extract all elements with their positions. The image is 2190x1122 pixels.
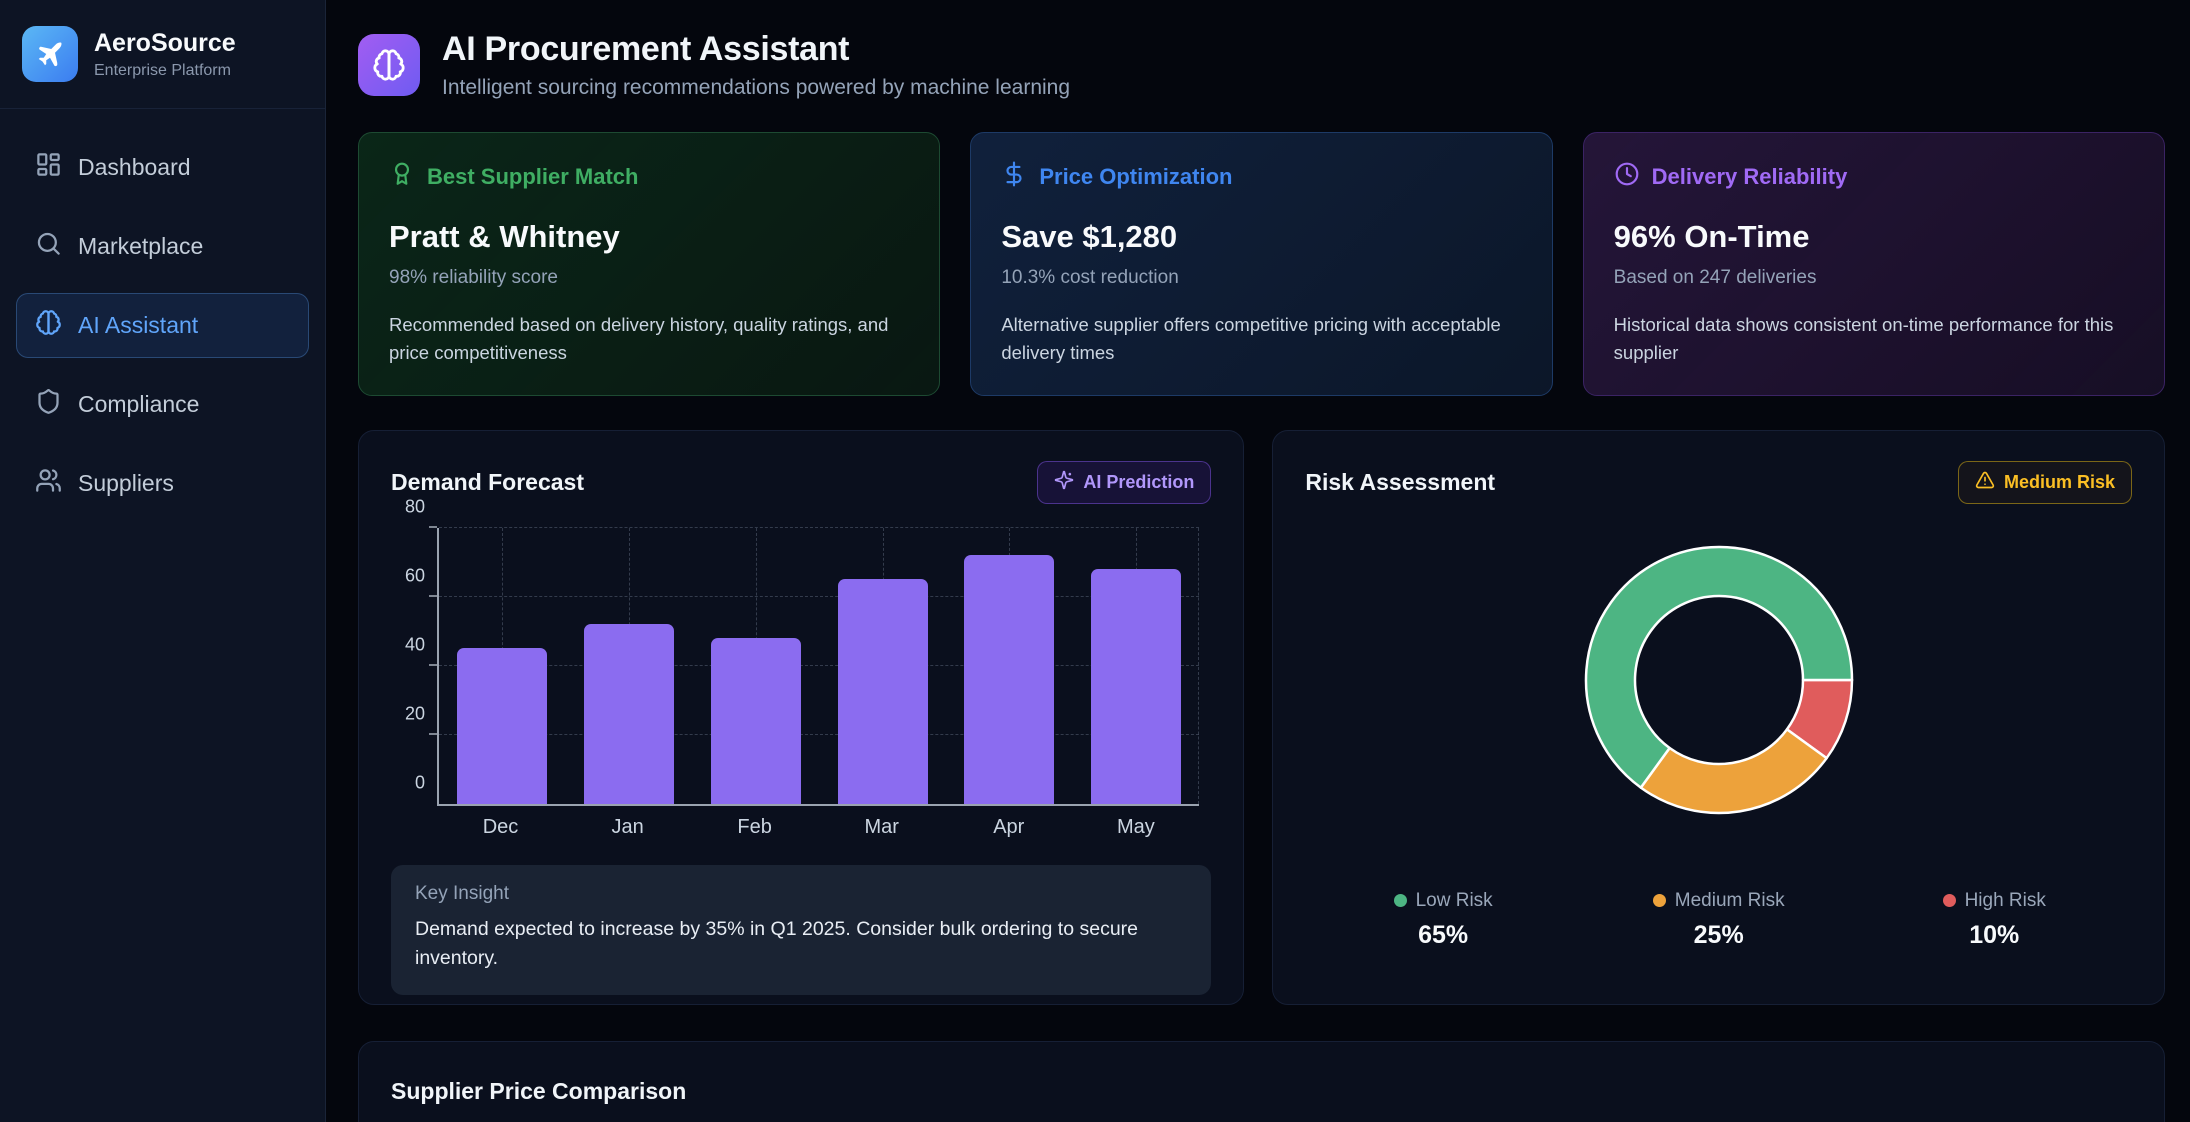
bar-mar: [838, 579, 928, 803]
supplier-price-comparison-panel: Supplier Price Comparison: [358, 1041, 2165, 1122]
brand-tagline: Enterprise Platform: [94, 62, 236, 80]
legend-value: 65%: [1305, 921, 1581, 950]
legend-label: High Risk: [1965, 890, 2046, 912]
demand-forecast-panel: Demand Forecast AI Prediction 0 20 40 60: [358, 430, 1244, 1005]
key-insight-box: Key Insight Demand expected to increase …: [391, 865, 1211, 996]
users-icon: [35, 467, 62, 500]
badge-label: AI Prediction: [1083, 472, 1194, 493]
insight-cards-row: Best Supplier Match Pratt & Whitney 98% …: [358, 132, 2165, 396]
legend-value: 25%: [1581, 921, 1857, 950]
sidebar-nav: Dashboard Marketplace AI Assistant Compl…: [0, 109, 325, 556]
legend-item-low-risk: Low Risk 65%: [1305, 890, 1581, 950]
best-supplier-match-card: Best Supplier Match Pratt & Whitney 98% …: [358, 132, 940, 396]
warning-triangle-icon: [1975, 470, 1995, 495]
card-value: Save $1,280: [1001, 219, 1521, 255]
card-description: Alternative supplier offers competitive …: [1001, 311, 1521, 367]
risk-assessment-title: Risk Assessment: [1305, 469, 1495, 496]
risk-donut-chart: [1579, 540, 1859, 820]
x-tick: May: [1072, 816, 1199, 839]
dollar-icon: [1001, 161, 1027, 193]
legend-value: 10%: [1856, 921, 2132, 950]
medium-risk-badge: Medium Risk: [1958, 461, 2132, 504]
x-tick: Mar: [818, 816, 945, 839]
low-risk-dot-icon: [1394, 894, 1407, 907]
x-tick: Jan: [564, 816, 691, 839]
bar-dec: [457, 648, 547, 803]
sidebar-item-dashboard[interactable]: Dashboard: [16, 135, 309, 200]
dashboard-grid-icon: [35, 151, 62, 184]
x-tick: Feb: [691, 816, 818, 839]
charts-row: Demand Forecast AI Prediction 0 20 40 60: [358, 430, 2165, 1005]
card-label: Delivery Reliability: [1652, 164, 1848, 190]
sidebar-item-marketplace[interactable]: Marketplace: [16, 214, 309, 279]
card-label: Price Optimization: [1039, 164, 1232, 190]
card-sub: 98% reliability score: [389, 267, 909, 289]
high-risk-dot-icon: [1943, 894, 1956, 907]
sidebar-item-label: Suppliers: [78, 470, 174, 497]
risk-assessment-panel: Risk Assessment Medium Risk Low Risk 65%: [1272, 430, 2165, 1005]
sidebar-item-label: AI Assistant: [78, 312, 198, 339]
card-description: Historical data shows consistent on-time…: [1614, 311, 2134, 367]
key-insight-text: Demand expected to increase by 35% in Q1…: [415, 915, 1187, 974]
page-subtitle: Intelligent sourcing recommendations pow…: [442, 76, 1070, 100]
brain-icon: [35, 309, 62, 342]
card-sub: 10.3% cost reduction: [1001, 267, 1521, 289]
clock-icon: [1614, 161, 1640, 193]
price-optimization-card: Price Optimization Save $1,280 10.3% cos…: [970, 132, 1552, 396]
medium-risk-dot-icon: [1653, 894, 1666, 907]
sidebar-item-label: Dashboard: [78, 154, 191, 181]
bar-jan: [584, 624, 674, 803]
bar-may: [1091, 569, 1181, 804]
award-icon: [389, 161, 415, 193]
sidebar-item-label: Marketplace: [78, 233, 203, 260]
brain-icon: [358, 34, 420, 96]
legend-label: Low Risk: [1416, 890, 1493, 912]
page-title: AI Procurement Assistant: [442, 30, 1070, 69]
brand-name: AeroSource: [94, 29, 236, 58]
risk-legend: Low Risk 65% Medium Risk 25% High Risk 1…: [1305, 890, 2132, 950]
main-content: AI Procurement Assistant Intelligent sou…: [326, 0, 2190, 1122]
sidebar-item-compliance[interactable]: Compliance: [16, 372, 309, 437]
bar-apr: [964, 555, 1054, 803]
sidebar-item-ai-assistant[interactable]: AI Assistant: [16, 293, 309, 358]
card-value: Pratt & Whitney: [389, 219, 909, 255]
x-tick: Dec: [437, 816, 564, 839]
sidebar-item-label: Compliance: [78, 391, 199, 418]
ai-prediction-badge: AI Prediction: [1037, 461, 1211, 504]
legend-label: Medium Risk: [1675, 890, 1785, 912]
card-label: Best Supplier Match: [427, 164, 638, 190]
x-tick: Apr: [945, 816, 1072, 839]
donut-segment-medium-risk: [1641, 729, 1827, 813]
search-icon: [35, 230, 62, 263]
y-tick: 80: [405, 496, 425, 517]
demand-forecast-title: Demand Forecast: [391, 469, 584, 496]
y-tick: 0: [415, 772, 425, 793]
page-header: AI Procurement Assistant Intelligent sou…: [358, 30, 2165, 100]
y-tick: 40: [405, 634, 425, 655]
legend-item-medium-risk: Medium Risk 25%: [1581, 890, 1857, 950]
sparkles-icon: [1054, 470, 1074, 495]
supplier-price-comparison-title: Supplier Price Comparison: [391, 1078, 2132, 1105]
airplane-icon: [22, 26, 78, 82]
badge-label: Medium Risk: [2004, 472, 2115, 493]
y-tick: 60: [405, 565, 425, 586]
app-root: AeroSource Enterprise Platform Dashboard…: [0, 0, 2190, 1122]
delivery-reliability-card: Delivery Reliability 96% On-Time Based o…: [1583, 132, 2165, 396]
brand: AeroSource Enterprise Platform: [0, 0, 325, 109]
card-description: Recommended based on delivery history, q…: [389, 311, 909, 367]
card-value: 96% On-Time: [1614, 219, 2134, 255]
shield-icon: [35, 388, 62, 421]
legend-item-high-risk: High Risk 10%: [1856, 890, 2132, 950]
key-insight-label: Key Insight: [415, 883, 1187, 905]
bar-feb: [711, 638, 801, 804]
sidebar: AeroSource Enterprise Platform Dashboard…: [0, 0, 326, 1122]
bar-chart: 0 20 40 60 80: [437, 528, 1199, 806]
sidebar-item-suppliers[interactable]: Suppliers: [16, 451, 309, 516]
y-tick: 20: [405, 703, 425, 724]
card-sub: Based on 247 deliveries: [1614, 267, 2134, 289]
